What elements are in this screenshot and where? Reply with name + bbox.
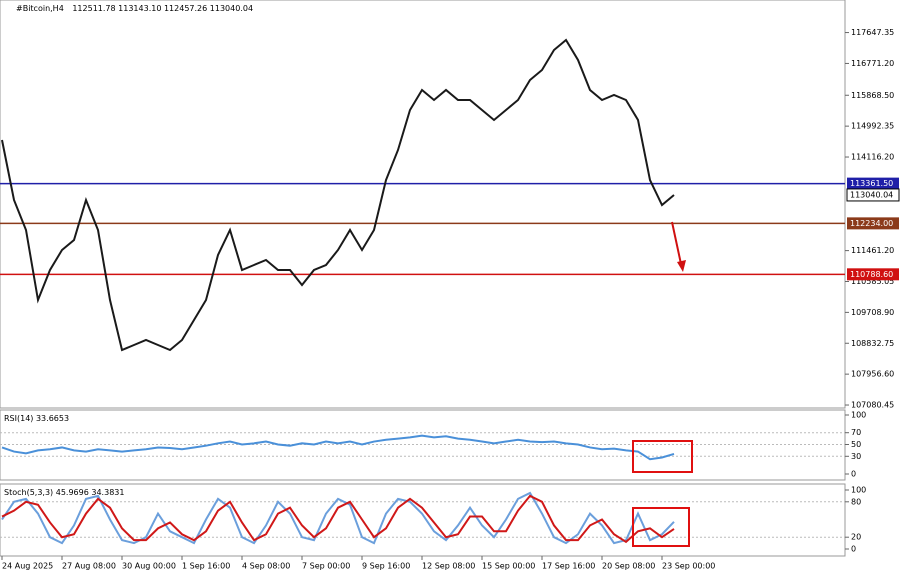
y-tick-label: 109708.90 <box>851 308 894 317</box>
x-tick-label: 1 Sep 16:00 <box>182 562 230 571</box>
stoch-header: Stoch(5,3,3) 45.9696 34.3831 <box>4 488 124 497</box>
y-tick-label: 115868.50 <box>851 91 894 100</box>
level-tag <box>847 268 899 281</box>
y-tick-label: 108832.75 <box>851 339 894 348</box>
rsi-panel <box>0 409 846 481</box>
symbol: #Bitcoin,H4 <box>16 4 64 13</box>
y-tick-label: 111461.20 <box>851 246 894 255</box>
x-tick-label: 30 Aug 00:00 <box>122 562 176 571</box>
y-tick-label: 100 <box>851 486 866 495</box>
y-tick-label: 20 <box>851 533 861 542</box>
x-tick-label: 9 Sep 16:00 <box>362 562 410 571</box>
y-tick-label: 70 <box>851 428 861 437</box>
y-tick-label: 0 <box>851 545 856 554</box>
x-tick-label: 4 Sep 08:00 <box>242 562 290 571</box>
rsi-last: 33.6653 <box>36 414 69 423</box>
low: 112457.26 <box>164 4 207 13</box>
stoch-signal-last: 34.3831 <box>91 488 124 497</box>
y-tick-label: 110585.05 <box>851 277 894 286</box>
x-tick-label: 17 Sep 16:00 <box>542 562 595 571</box>
arrow-head <box>677 260 686 272</box>
y-tick-label: 100 <box>851 411 866 420</box>
y-tick-label: 107956.60 <box>851 370 894 379</box>
stoch-main-last: 45.9696 <box>56 488 89 497</box>
rsi-header: RSI(14) 33.6653 <box>4 414 69 423</box>
stoch-panel <box>0 483 846 557</box>
y-tick-label: 0 <box>851 470 856 479</box>
x-tick-label: 24 Aug 2025 <box>2 562 53 571</box>
y-tick-label: 50 <box>851 440 861 449</box>
level-tag <box>847 177 899 190</box>
y-tick-label: 114992.35 <box>851 122 894 131</box>
series-line <box>1 38 675 352</box>
y-tick-label: 114116.20 <box>851 153 894 162</box>
series-line <box>1 491 675 545</box>
level-label: 112234.00 <box>850 219 893 228</box>
y-tick-label: 107080.45 <box>851 401 894 410</box>
series-line <box>1 494 675 544</box>
level-label: 113361.50 <box>850 179 893 188</box>
main-header: #Bitcoin,H4 112511.78 113143.10 112457.2… <box>16 4 253 13</box>
y-tick-label: 80 <box>851 497 861 506</box>
stoch-title: Stoch(5,3,3) <box>4 488 53 497</box>
x-tick-label: 7 Sep 00:00 <box>302 562 350 571</box>
price-tag-label: 113040.04 <box>850 190 893 199</box>
y-tick-label: 116771.20 <box>851 59 894 68</box>
price-tag <box>846 188 900 202</box>
x-tick-label: 27 Aug 08:00 <box>62 562 116 571</box>
marks: 117647.35 116771.20 115868.50 114992.35 1141… <box>0 28 900 571</box>
series-line <box>1 434 675 461</box>
highlight-box <box>632 440 693 473</box>
close: 113040.04 <box>210 4 253 13</box>
x-tick-label: 12 Sep 08:00 <box>422 562 475 571</box>
open: 112511.78 <box>72 4 115 13</box>
x-tick-label: 15 Sep 00:00 <box>482 562 535 571</box>
level-label: 110788.60 <box>850 270 893 279</box>
y-tick-label: 117647.35 <box>851 28 894 37</box>
y-tick-label: 30 <box>851 452 861 461</box>
x-tick-label: 20 Sep 08:00 <box>602 562 655 571</box>
high: 113143.10 <box>118 4 161 13</box>
highlight-box <box>632 507 690 547</box>
arrow <box>671 221 682 265</box>
level-tag <box>847 217 899 230</box>
x-tick-label: 23 Sep 00:00 <box>662 562 715 571</box>
rsi-title: RSI(14) <box>4 414 33 423</box>
main-panel <box>0 0 846 409</box>
